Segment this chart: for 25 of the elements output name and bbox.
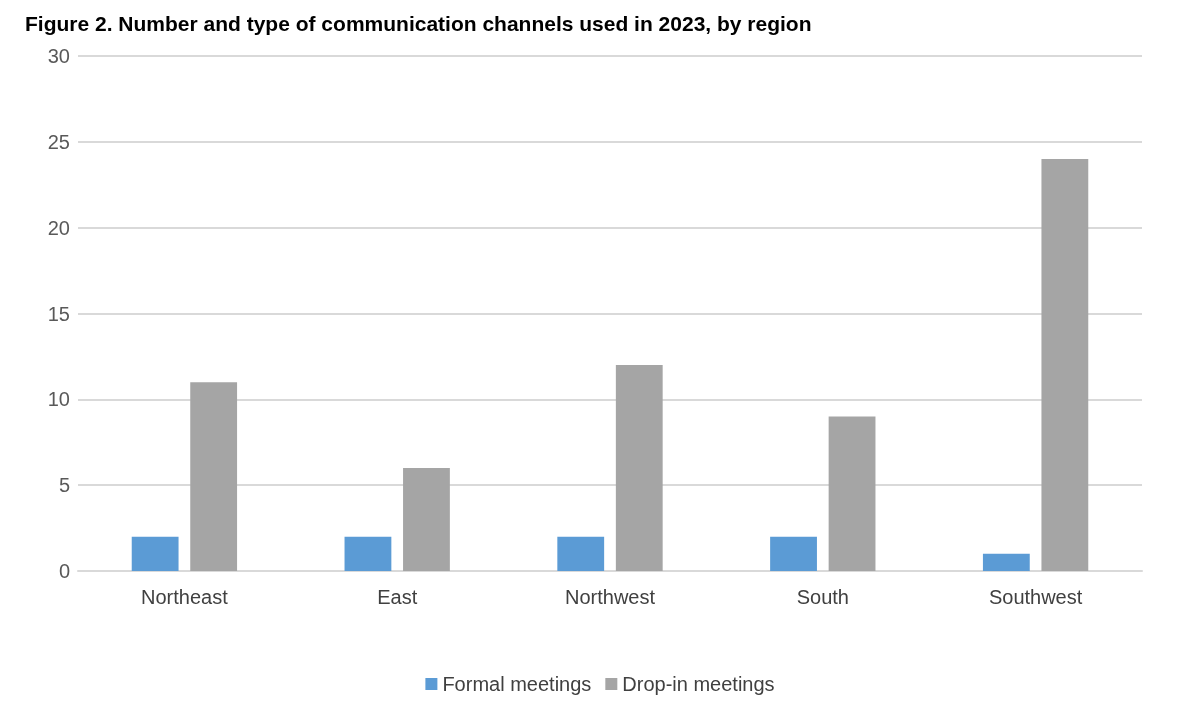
bar <box>982 553 1030 571</box>
bar <box>828 416 876 571</box>
y-tick-label: 20 <box>47 216 70 239</box>
chart-title: Figure 2. Number and type of communication channels used in 2023, by region <box>25 12 812 35</box>
bar <box>344 536 392 571</box>
legend-label: Drop-in meetings <box>622 673 775 695</box>
y-tick-label: 0 <box>58 560 70 582</box>
x-tick-label: Southwest <box>988 586 1083 608</box>
bar <box>131 536 179 571</box>
bar <box>1041 159 1089 571</box>
x-tick-label: Northeast <box>141 586 229 608</box>
x-tick-label: Northwest <box>564 586 656 608</box>
bar <box>557 536 605 571</box>
y-tick-label: 30 <box>47 45 70 67</box>
y-tick-label: 5 <box>58 474 70 497</box>
bar <box>615 365 663 571</box>
bar <box>190 382 238 571</box>
x-tick-label: South <box>796 586 849 608</box>
bar <box>403 468 450 571</box>
bar <box>770 536 817 571</box>
y-tick-label: 25 <box>47 130 70 153</box>
y-tick-label: 10 <box>47 388 70 411</box>
x-tick-label: East <box>377 586 418 608</box>
legend-label: Formal meetings <box>442 673 592 695</box>
y-tick-label: 15 <box>47 302 70 325</box>
